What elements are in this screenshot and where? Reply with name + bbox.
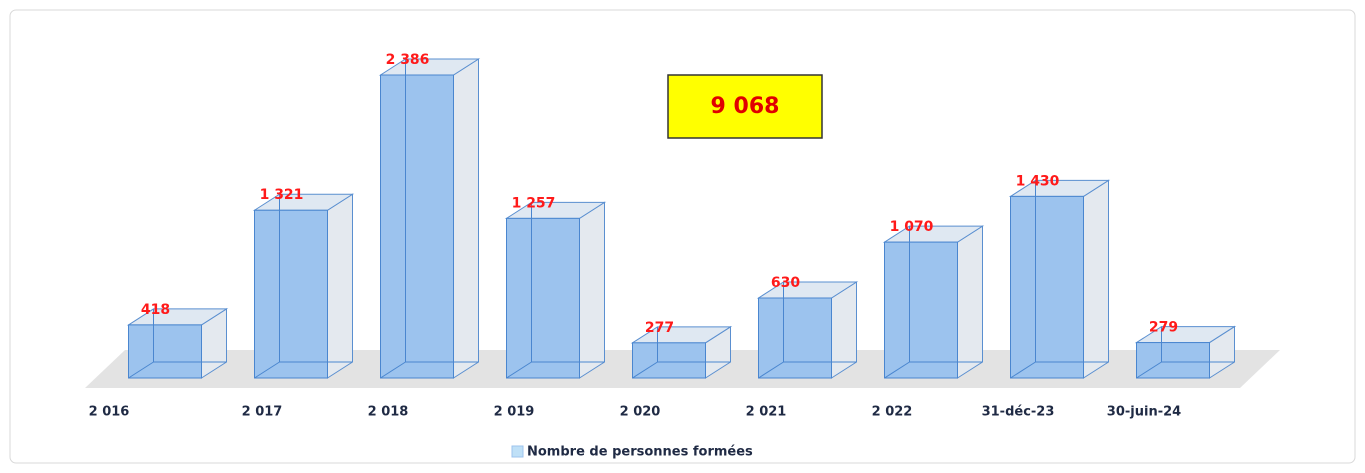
value-label: 277 xyxy=(645,320,674,336)
value-label: 1 070 xyxy=(890,219,934,235)
value-label: 2 386 xyxy=(386,52,430,68)
bar-edge xyxy=(758,361,784,379)
legend-label: Nombre de personnes formées xyxy=(527,445,753,460)
value-label: 279 xyxy=(1149,320,1178,336)
x-tick-label: 2 017 xyxy=(242,405,283,420)
bar-side xyxy=(831,281,857,379)
x-tick-label: 2 016 xyxy=(89,405,130,420)
bar-edge xyxy=(1010,361,1036,379)
bar-side xyxy=(579,201,605,379)
total-label: 9 068 xyxy=(711,94,780,119)
value-label: 1 257 xyxy=(512,195,556,211)
bar-edge xyxy=(632,361,658,379)
bar xyxy=(632,342,706,379)
bar xyxy=(506,217,580,379)
bar xyxy=(254,209,328,379)
x-tick-label: 2 019 xyxy=(494,405,535,420)
value-label: 1 430 xyxy=(1016,173,1060,189)
value-label: 630 xyxy=(771,275,800,291)
bar xyxy=(758,297,832,379)
x-tick-label: 2 022 xyxy=(872,405,913,420)
bar-side xyxy=(327,193,353,379)
bar-side xyxy=(1083,179,1109,379)
bar xyxy=(380,74,454,379)
x-tick-label: 2 021 xyxy=(746,405,787,420)
bar-side xyxy=(957,225,983,379)
bar-edge xyxy=(128,361,154,379)
x-tick-label: 2 018 xyxy=(368,405,409,420)
bars xyxy=(126,58,1237,379)
bar xyxy=(884,241,958,379)
bar-edge xyxy=(506,361,532,379)
total-box xyxy=(667,74,823,139)
bar xyxy=(1010,195,1084,379)
legend-swatch xyxy=(511,445,524,458)
x-tick-label: 31-déc-23 xyxy=(982,405,1055,420)
bar xyxy=(1136,342,1210,379)
value-label: 1 321 xyxy=(260,187,304,203)
x-tick-label: 30-juin-24 xyxy=(1107,405,1181,420)
bar-edge xyxy=(884,361,910,379)
bar-edge xyxy=(380,361,406,379)
bar-edge xyxy=(1136,361,1162,379)
bar-side xyxy=(453,58,479,379)
x-tick-label: 2 020 xyxy=(620,405,661,420)
value-label: 418 xyxy=(141,302,170,318)
bar-edge xyxy=(254,361,280,379)
bar xyxy=(128,324,202,379)
